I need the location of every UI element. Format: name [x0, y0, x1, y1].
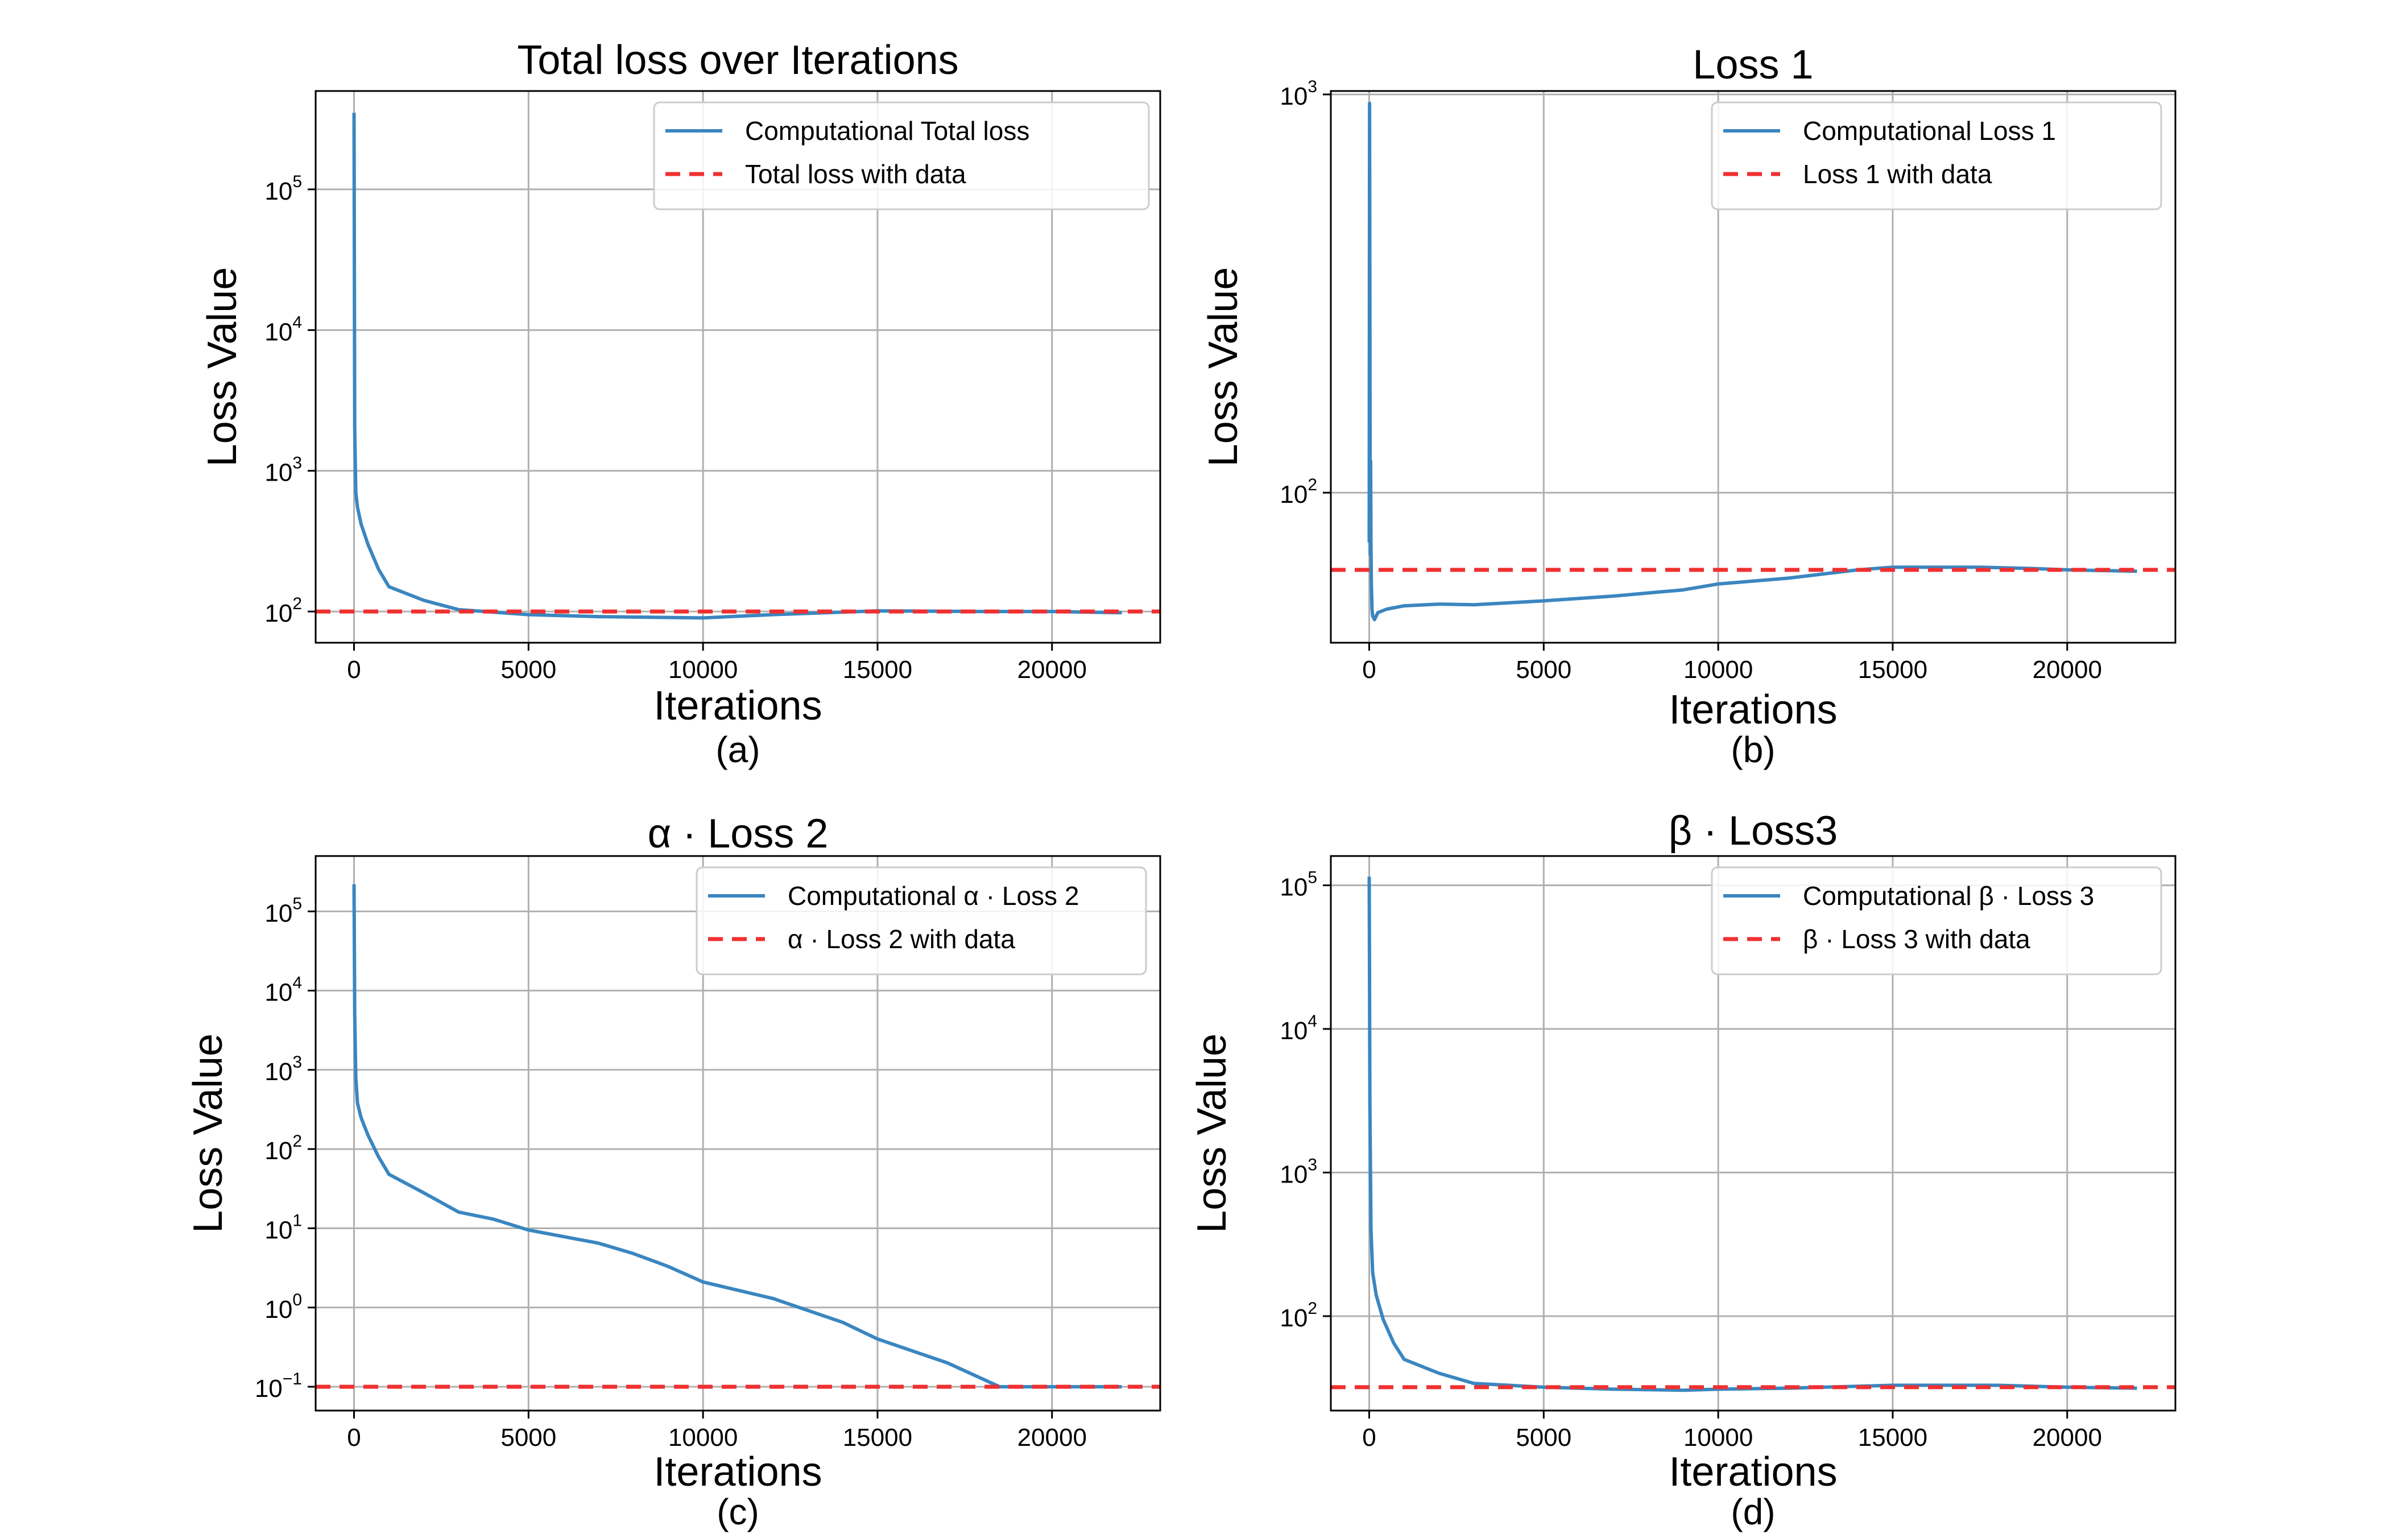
- legend-label: Total loss with data: [745, 159, 966, 189]
- x-tick-label: 15000: [843, 1424, 912, 1452]
- y-tick-label: 100: [264, 1291, 302, 1324]
- x-axis-label: Iterations: [653, 683, 822, 729]
- y-tick-label: 105: [264, 172, 302, 205]
- x-tick-label: 0: [1362, 656, 1376, 684]
- panel-caption: (c): [717, 1491, 759, 1532]
- x-tick-label: 5000: [500, 656, 556, 684]
- legend-box: [1711, 101, 2162, 210]
- chart-title: Total loss over Iterations: [517, 38, 958, 83]
- y-tick-label: 104: [264, 313, 302, 346]
- x-tick-label: 5000: [1516, 1424, 1571, 1452]
- y-tick-label: 102: [264, 1132, 302, 1165]
- legend-box: [1711, 866, 2162, 975]
- y-tick-label: 102: [1280, 476, 1317, 508]
- legend-label: Computational α · Loss 2: [788, 881, 1079, 911]
- legend: Computational Total loss Total loss with …: [653, 101, 1150, 210]
- y-tick-label: 103: [1280, 1155, 1317, 1188]
- axes-frame: [315, 90, 1161, 644]
- y-tick-label: 103: [1280, 77, 1317, 110]
- y-axis-label: Loss Value: [1201, 267, 1246, 467]
- x-tick-label: 10000: [668, 656, 738, 684]
- y-tick-label: 102: [1280, 1299, 1317, 1332]
- x-axis-label: Iterations: [1669, 1449, 1837, 1495]
- x-tick-label: 20000: [1017, 1424, 1087, 1452]
- x-tick-label: 5000: [500, 1424, 556, 1452]
- x-tick-label: 20000: [2033, 656, 2102, 684]
- axes-frame: [315, 855, 1161, 1412]
- x-tick-label: 5000: [1516, 656, 1571, 684]
- x-tick-label: 20000: [2033, 1424, 2102, 1452]
- y-tick-label: 105: [264, 894, 302, 927]
- chart-title: Loss 1: [1693, 42, 1813, 88]
- x-tick-label: 0: [347, 1424, 361, 1452]
- legend-label: α · Loss 2 with data: [788, 924, 1015, 954]
- legend: Computational α · Loss 2 α · Loss 2 with …: [696, 866, 1147, 975]
- y-tick-label: 105: [1280, 869, 1317, 902]
- y-tick-label: 104: [264, 974, 302, 1007]
- chart-panel-d: 0 5000 10000 15000 20000 102 103 104 105 β · Loss…: [1189, 808, 2177, 1532]
- legend-label: Computational Total loss: [745, 116, 1029, 146]
- chart-panel-c: 0 5000 10000 15000 20000 10−1 100 101 102 103 104 1…: [185, 811, 1161, 1532]
- x-tick-label: 0: [1362, 1424, 1376, 1452]
- chart-title: β · Loss3: [1669, 808, 1838, 854]
- panel-caption: (d): [1731, 1491, 1775, 1532]
- y-axis-label: Loss Value: [1189, 1033, 1235, 1233]
- y-tick-label: 101: [264, 1211, 302, 1244]
- x-tick-label: 10000: [1683, 656, 1753, 684]
- x-axis-label: Iterations: [1669, 687, 1837, 733]
- x-tick-label: 15000: [1858, 656, 1927, 684]
- x-tick-label: 10000: [1683, 1424, 1753, 1452]
- legend: Computational β · Loss 3 β · Loss 3 with …: [1711, 866, 2162, 975]
- panel-caption: (b): [1731, 729, 1775, 770]
- y-tick-label: 10−1: [255, 1370, 302, 1403]
- chart-panel-a: 0 5000 10000 15000 20000 102 103 104 105 Total lo…: [200, 38, 1161, 770]
- panel-caption: (a): [715, 729, 760, 770]
- x-tick-label: 10000: [668, 1424, 738, 1452]
- x-tick-label: 20000: [1017, 656, 1087, 684]
- axes-frame: [1330, 90, 2177, 644]
- x-tick-label: 15000: [1858, 1424, 1927, 1452]
- y-tick-label: 103: [264, 454, 302, 487]
- y-axis-label: Loss Value: [200, 267, 245, 467]
- legend-box: [696, 866, 1147, 975]
- series-line-c: [352, 884, 1122, 1389]
- y-axis-label: Loss Value: [185, 1033, 231, 1233]
- axes-frame: [1330, 855, 2177, 1412]
- y-tick-label: 103: [264, 1053, 302, 1086]
- y-tick-label: 104: [1280, 1012, 1317, 1045]
- legend: Computational Loss 1 Loss 1 with data: [1711, 101, 2162, 210]
- legend-label: Loss 1 with data: [1803, 159, 1992, 189]
- legend-box: [653, 101, 1150, 210]
- legend-label: Computational β · Loss 3: [1803, 881, 2094, 911]
- x-tick-label: 15000: [843, 656, 912, 684]
- x-tick-label: 0: [347, 656, 361, 684]
- x-axis-label: Iterations: [653, 1449, 822, 1495]
- chart-title: α · Loss 2: [648, 811, 829, 857]
- legend-label: Computational Loss 1: [1803, 116, 2056, 146]
- chart-panel-b: 0 5000 10000 15000 20000 102 103 Loss 1 Iteratio…: [1201, 42, 2177, 770]
- legend-label: β · Loss 3 with data: [1803, 924, 2030, 954]
- y-tick-label: 102: [264, 594, 302, 627]
